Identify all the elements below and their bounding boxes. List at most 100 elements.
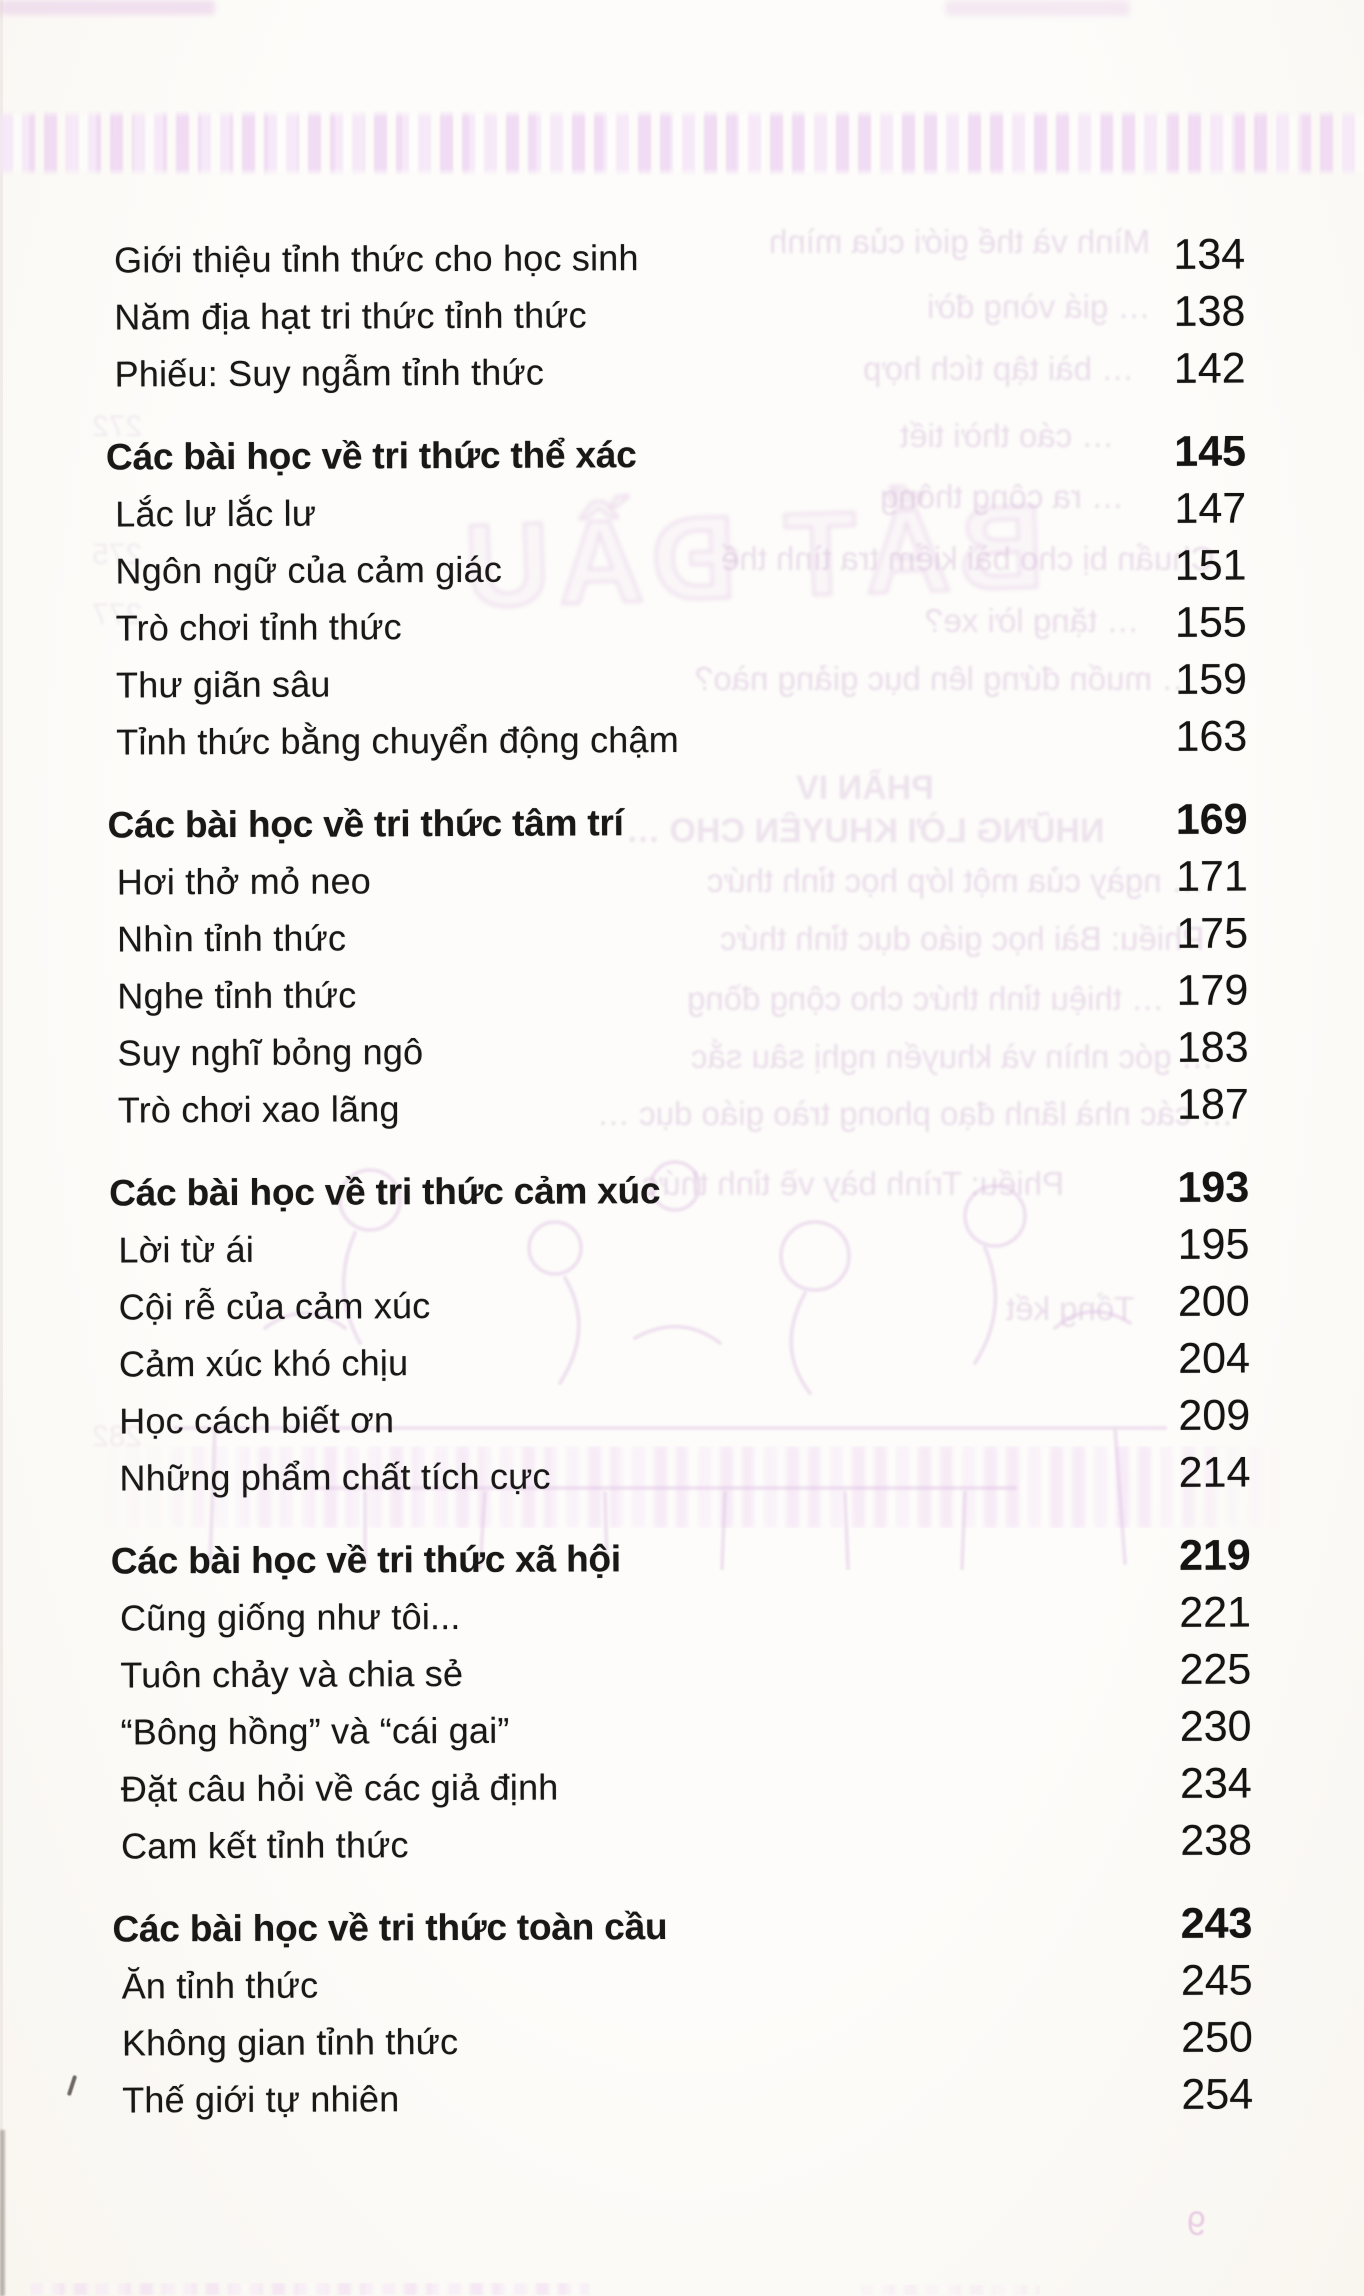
toc-entry-page-number: 155 [1174, 598, 1247, 647]
toc-entry-page-number: 214 [1178, 1448, 1251, 1497]
top-center-bleed-smudge [945, 0, 1130, 16]
toc-entry-title: Ăn tỉnh thức [121, 1964, 319, 2006]
toc-entry-title: Các bài học về tri thức toàn cầu [112, 1905, 668, 1950]
toc-entry-title: Không gian tỉnh thức [121, 2020, 459, 2063]
toc-entry-page-number: 169 [1175, 795, 1248, 844]
toc-entry-title: Cũng giống như tôi... [119, 1595, 461, 1638]
toc-entry-title: Tỉnh thức bằng chuyển động chậm [116, 718, 679, 762]
toc-entry-page-number: 225 [1179, 1645, 1252, 1694]
toc-list: Giới thiệu tỉnh thức cho học sinh 134 Năm … [0, 226, 1364, 2129]
toc-entry: Ngôn ngữ của cảm giác 151 [1, 537, 1364, 600]
toc-entry: Những phẩm chất tích cực 214 [5, 1444, 1364, 1507]
toc-entry-page-number: 230 [1179, 1702, 1252, 1751]
toc-entry-title: Các bài học về tri thức xã hội [110, 1537, 622, 1582]
toc-entry: Tỉnh thức bằng chuyển động chậm 163 [2, 708, 1364, 771]
toc-entry-title: Lắc lư lắc lư [115, 492, 317, 534]
toc-entry-title: Giới thiệu tỉnh thức cho học sinh [114, 236, 639, 280]
toc-section-heading: Các bài học về tri thức xã hội 219 [6, 1527, 1364, 1590]
toc-entry-page-number: 187 [1176, 1080, 1249, 1129]
bleedthrough-stitch-band [82, 1446, 1292, 1528]
toc-entry-page-number: 234 [1179, 1759, 1252, 1808]
toc-entry-page-number: 243 [1180, 1899, 1253, 1948]
toc-entry: Năm địa hạt tri thức tỉnh thức 138 [0, 283, 1364, 346]
bleedthrough-corner-page-number: 9 [1187, 2205, 1206, 2243]
toc-entry-page-number: 209 [1178, 1391, 1251, 1440]
toc-entry: Nghe tỉnh thức 179 [3, 962, 1364, 1025]
toc-entry-title: Học cách biết ơn [119, 1398, 395, 1441]
toc-entry-page-number: 254 [1181, 2070, 1254, 2119]
toc-entry-title: Thế giới tự nhiên [122, 2077, 400, 2120]
toc-section-heading: Các bài học về tri thức toàn cầu 243 [7, 1895, 1364, 1958]
toc-entry: Học cách biết ơn 209 [5, 1387, 1364, 1450]
toc-entry-title: Tuôn chảy và chia sẻ [120, 1652, 464, 1695]
toc-entry: Thế giới tự nhiên 254 [8, 2066, 1364, 2129]
toc-entry: Lời từ ái 195 [4, 1216, 1364, 1279]
toc-entry: Cội rễ của cảm xúc 200 [5, 1273, 1364, 1336]
toc-entry-page-number: 183 [1176, 1023, 1249, 1072]
toc-entry-title: Những phẩm chất tích cực [119, 1455, 551, 1498]
bottom-bleed-band-2 [860, 2284, 1040, 2296]
toc-entry: Cũng giống như tôi... 221 [6, 1584, 1364, 1647]
toc-entry-page-number: 151 [1174, 541, 1247, 590]
toc-entry: Lắc lư lắc lư 147 [1, 480, 1364, 543]
toc-entry-title: Các bài học về tri thức thể xác [105, 433, 637, 478]
toc-entry-title: Nhìn tỉnh thức [117, 916, 347, 959]
toc-entry-title: Hơi thở mỏ neo [116, 859, 372, 902]
toc-entry-page-number: 171 [1175, 852, 1248, 901]
toc-entry-title: Các bài học về tri thức tâm trí [107, 801, 624, 846]
toc-entry-title: Thư giãn sâu [115, 663, 331, 705]
toc-section-heading: Các bài học về tri thức cảm xúc 193 [4, 1159, 1364, 1222]
toc-entry-page-number: 147 [1174, 484, 1247, 533]
toc-section-heading: Các bài học về tri thức thể xác 145 [1, 423, 1364, 486]
toc-entry-page-number: 193 [1177, 1163, 1250, 1212]
toc-entry: Đặt câu hỏi về các giả định 234 [7, 1755, 1364, 1818]
toc-entry-title: Năm địa hạt tri thức tỉnh thức [114, 293, 587, 337]
toc-entry-title: Cội rễ của cảm xúc [118, 1284, 431, 1327]
toc-entry-page-number: 159 [1175, 655, 1248, 704]
page-left-edge-shade [0, 0, 3, 2296]
toc-entry-title: Trò chơi xao lãng [117, 1087, 400, 1130]
toc-section-heading: Các bài học về tri thức tâm trí 169 [2, 791, 1364, 854]
toc-entry: Ăn tỉnh thức 245 [8, 1952, 1364, 2015]
toc-entry-page-number: 221 [1179, 1588, 1252, 1637]
toc-entry-page-number: 142 [1173, 344, 1246, 393]
toc-entry: Phiếu: Suy ngẫm tỉnh thức 142 [1, 340, 1364, 403]
toc-entry-title: Lời từ ái [118, 1228, 255, 1270]
toc-entry-title: Cam kết tỉnh thức [120, 1823, 409, 1866]
toc-entry-page-number: 175 [1176, 909, 1249, 958]
toc-entry-page-number: 204 [1178, 1334, 1251, 1383]
toc-entry-page-number: 238 [1180, 1816, 1253, 1865]
toc-entry-title: Cảm xúc khó chịu [118, 1341, 409, 1384]
toc-entry: Không gian tỉnh thức 250 [8, 2009, 1364, 2072]
toc-entry-title: Các bài học về tri thức cảm xúc [109, 1169, 661, 1214]
toc-entry: Suy nghĩ bỏng ngô 183 [3, 1019, 1364, 1082]
toc-entry: Cảm xúc khó chịu 204 [5, 1330, 1364, 1393]
toc-entry-page-number: 250 [1181, 2013, 1254, 2062]
toc-entry: Trò chơi xao lãng 187 [4, 1076, 1364, 1139]
toc-entry-page-number: 200 [1177, 1277, 1250, 1326]
toc-entry-title: Ngôn ngữ của cảm giác [115, 548, 503, 591]
toc-entry-title: Trò chơi tỉnh thức [115, 605, 402, 648]
toc-entry: Nhìn tỉnh thức 175 [3, 905, 1364, 968]
toc-entry-title: Phiếu: Suy ngẫm tỉnh thức [114, 351, 545, 394]
toc-entry-page-number: 179 [1176, 966, 1249, 1015]
page-left-edge-shadow [0, 2130, 5, 2296]
toc-entry-page-number: 245 [1180, 1956, 1253, 2005]
toc-entry-page-number: 219 [1178, 1531, 1251, 1580]
toc-entry: Tuôn chảy và chia sẻ 225 [6, 1641, 1364, 1704]
toc-entry: Giới thiệu tỉnh thức cho học sinh 134 [0, 226, 1364, 289]
toc-entry-title: Đặt câu hỏi về các giả định [120, 1766, 559, 1809]
toc-entry-page-number: 145 [1174, 427, 1247, 476]
toc-entry-page-number: 195 [1177, 1220, 1250, 1269]
bottom-bleed-band [30, 2282, 590, 2296]
top-left-bleed-smudge [0, 0, 215, 15]
toc-entry: Trò chơi tỉnh thức 155 [2, 594, 1364, 657]
decorative-stitch-band [0, 110, 1364, 176]
toc-entry: Thư giãn sâu 159 [2, 651, 1364, 714]
toc-entry-page-number: 134 [1173, 230, 1246, 279]
toc-entry-page-number: 163 [1175, 712, 1248, 761]
toc-entry-title: Nghe tỉnh thức [117, 973, 357, 1016]
toc-entry-title: “Bông hồng” và “cái gai” [120, 1709, 510, 1752]
toc-entry-page-number: 138 [1173, 287, 1246, 336]
